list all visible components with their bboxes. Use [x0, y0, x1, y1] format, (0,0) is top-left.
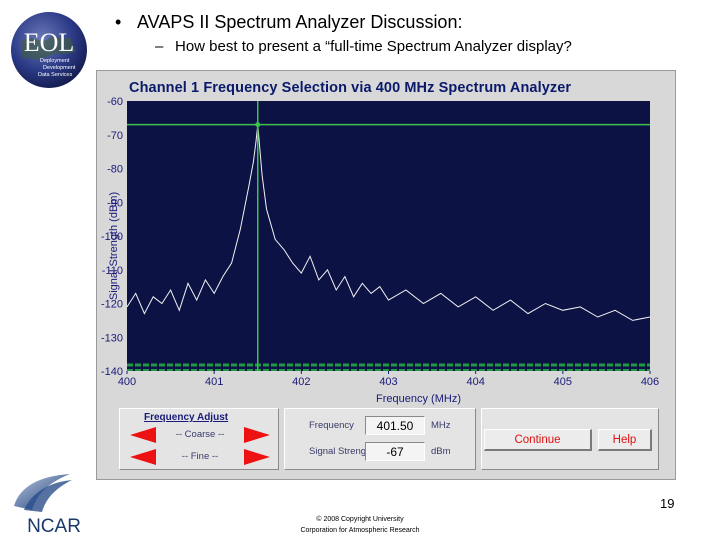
fine-label: -- Fine --	[181, 451, 219, 462]
coarse-increase-arrow-icon[interactable]	[244, 427, 270, 443]
fine-increase-arrow-icon[interactable]	[244, 449, 270, 465]
copyright-notice: © 2008 Copyright University Corporation …	[250, 514, 470, 536]
x-axis-label: Frequency (MHz)	[376, 393, 461, 405]
y-tick-label: -80	[107, 164, 123, 176]
x-tick-label: 401	[205, 376, 223, 388]
eol-logo: EOL Deployment Development Data Services	[11, 12, 87, 88]
spectrum-analyzer-window: -60 -70 -80 -90 -100 -110 -120 -130 -140 400 401 40…	[96, 70, 676, 480]
y-tick-label: -70	[107, 130, 123, 142]
y-axis-label: Signal Strength (dBm)	[108, 192, 120, 300]
y-tick-label: -140	[101, 366, 123, 378]
frequency-unit: MHz	[431, 420, 451, 431]
signal-strength-unit: dBm	[431, 446, 451, 457]
page-number: 19	[660, 496, 675, 511]
x-tick-label: 402	[292, 376, 310, 388]
fine-decrease-arrow-icon[interactable]	[130, 449, 156, 465]
coarse-decrease-arrow-icon[interactable]	[130, 427, 156, 443]
y-tick-label: -120	[101, 299, 123, 311]
x-tick-label: 404	[466, 376, 484, 388]
coarse-label: -- Coarse --	[175, 429, 225, 440]
fine-adjust-row: -- Fine --	[130, 449, 270, 465]
slide-bullet: • AVAPS II Spectrum Analyzer Discussion:	[115, 12, 463, 32]
plot-area	[127, 101, 650, 371]
ncar-logo-text: NCAR	[27, 516, 81, 536]
frequency-adjust-panel: Frequency Adjust -- Coarse -- -- Fine --	[119, 408, 279, 470]
signal-strength-value-field: -67	[365, 442, 425, 461]
slide-bullet-text: AVAPS II Spectrum Analyzer Discussion:	[137, 12, 463, 32]
slide-sub-bullet-text: How best to present a “full-time Spectru…	[175, 38, 572, 55]
app-title: Channel 1 Frequency Selection via 400 MH…	[129, 80, 572, 96]
y-tick-label: -100	[101, 231, 123, 243]
frequency-label: Frequency	[309, 420, 354, 431]
signal-strength-label: Signal Strength	[309, 446, 374, 457]
readout-panel: Frequency 401.50 MHz Signal Strength -67…	[284, 408, 476, 470]
x-tick-label: 400	[118, 376, 136, 388]
x-tick-label: 403	[379, 376, 397, 388]
y-tick-label: -90	[107, 197, 123, 209]
eol-logo-sub-1: Deployment	[40, 58, 70, 64]
action-buttons-panel: Continue Help	[481, 408, 659, 470]
cursor-marker	[255, 122, 261, 128]
eol-logo-sub-3: Data Services	[38, 72, 72, 78]
y-tick-label: -110	[102, 265, 123, 277]
continue-button[interactable]: Continue	[484, 429, 592, 451]
frequency-adjust-title: Frequency Adjust	[144, 412, 229, 423]
x-tick-label: 406	[641, 376, 659, 388]
slide-sub-bullet: – How best to present a “full-time Spectr…	[155, 38, 572, 55]
frequency-value-field: 401.50	[365, 416, 425, 435]
eol-logo-sub-2: Development	[43, 65, 76, 71]
y-tick-label: -130	[101, 332, 123, 344]
y-tick-label: -60	[107, 96, 123, 108]
eol-logo-text: EOL	[24, 28, 75, 57]
spectrum-trace	[126, 124, 651, 321]
copyright-line-2: Corporation for Atmospheric Research	[300, 527, 420, 534]
ncar-logo: NCAR	[14, 474, 81, 536]
help-button[interactable]: Help	[598, 429, 652, 451]
coarse-adjust-row: -- Coarse --	[130, 427, 270, 443]
x-tick-label: 405	[554, 376, 572, 388]
copyright-line-1: © 2008 Copyright University	[316, 516, 404, 523]
